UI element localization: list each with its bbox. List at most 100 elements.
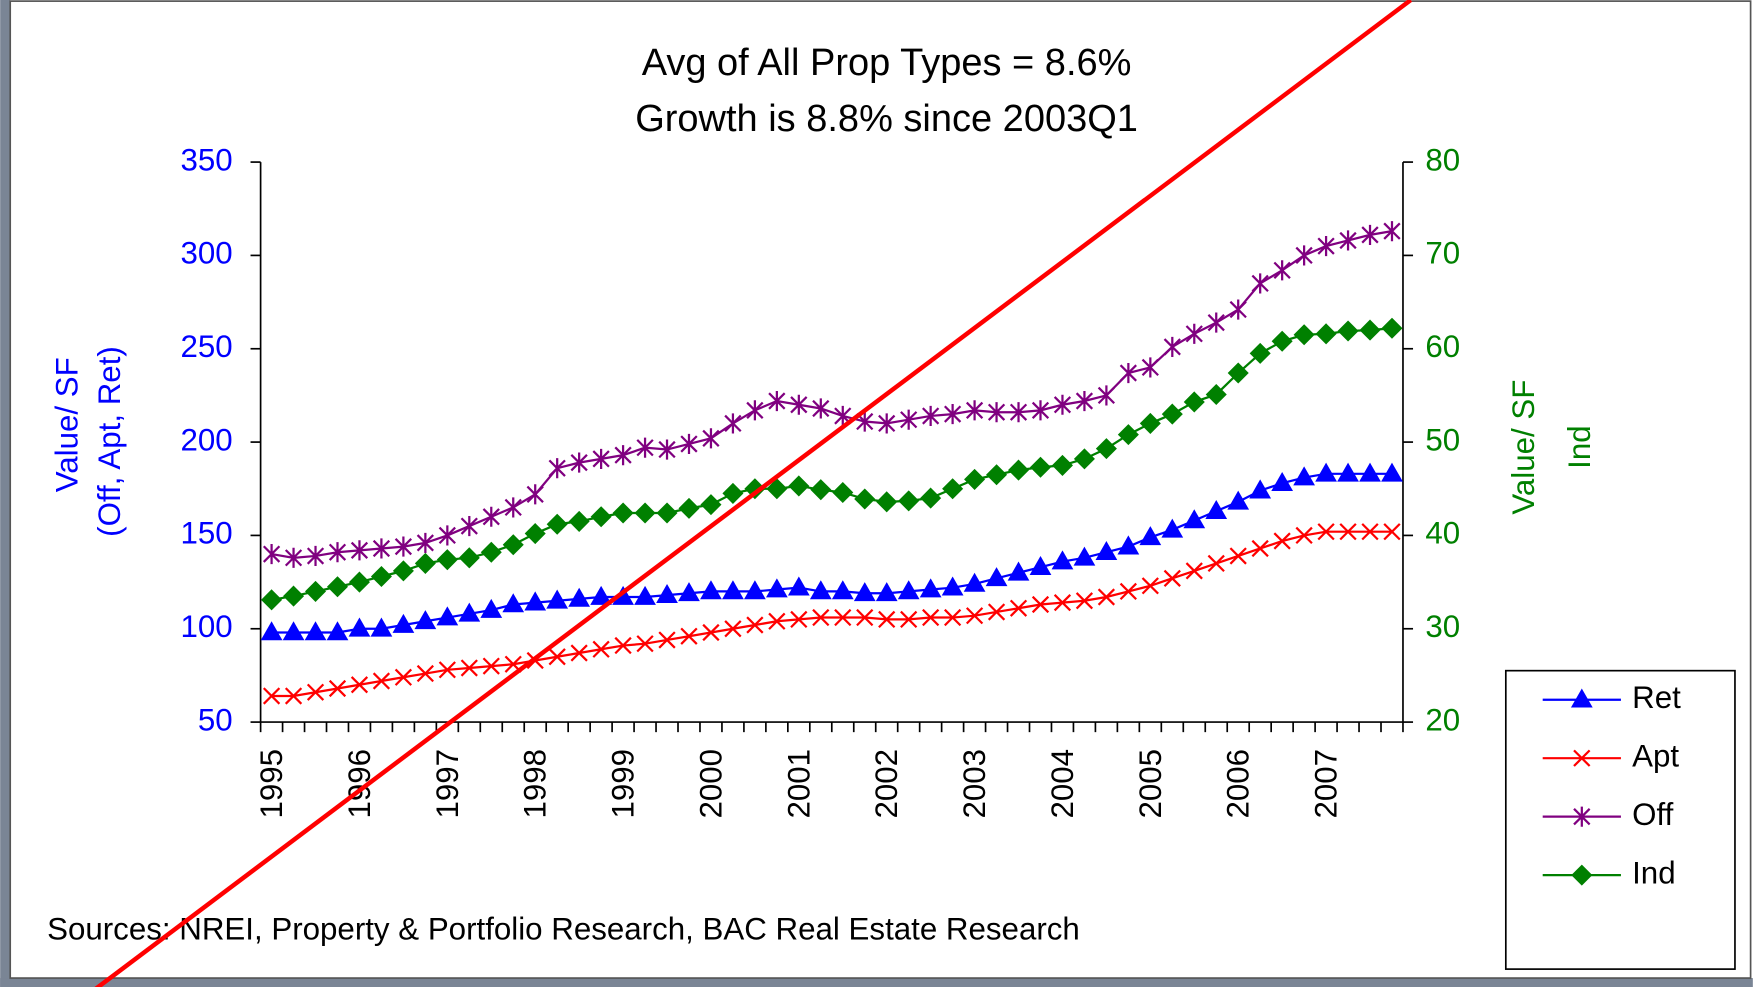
marker bbox=[1251, 539, 1269, 558]
marker bbox=[568, 587, 591, 607]
plot: 50 100 150 200 250 300 350 20 30 40 50 60 70 80 1995 19… bbox=[180, 142, 1681, 890]
marker bbox=[875, 582, 898, 602]
marker bbox=[1205, 499, 1228, 519]
marker bbox=[965, 607, 984, 625]
marker bbox=[1205, 383, 1227, 406]
legend-label: Off bbox=[1632, 797, 1673, 832]
marker bbox=[1207, 312, 1225, 333]
marker bbox=[1383, 221, 1401, 242]
marker bbox=[944, 608, 962, 627]
x-tick-label: 2002 bbox=[869, 749, 904, 819]
y2-tick-label: 50 bbox=[1425, 422, 1460, 457]
marker bbox=[985, 567, 1008, 587]
marker bbox=[1337, 462, 1359, 482]
marker bbox=[590, 585, 612, 605]
x-tick-label: 2000 bbox=[693, 749, 728, 819]
marker bbox=[262, 544, 281, 565]
marker bbox=[1571, 864, 1593, 886]
marker bbox=[526, 484, 544, 505]
marker bbox=[482, 657, 500, 675]
marker bbox=[328, 679, 347, 698]
marker bbox=[987, 603, 1006, 621]
marker bbox=[920, 487, 942, 509]
marker bbox=[370, 565, 392, 588]
y2-axis-label: Ind bbox=[1562, 425, 1597, 468]
marker bbox=[1271, 330, 1293, 352]
marker bbox=[570, 644, 588, 662]
marker bbox=[1139, 412, 1161, 434]
x-tick-label: 2006 bbox=[1221, 749, 1256, 819]
marker bbox=[1295, 245, 1313, 266]
marker bbox=[1383, 523, 1401, 541]
marker bbox=[392, 613, 415, 633]
y2-tick-label: 60 bbox=[1425, 329, 1460, 364]
marker bbox=[305, 580, 327, 602]
marker bbox=[765, 578, 788, 598]
y-tick-label: 50 bbox=[198, 702, 233, 737]
x-tick-label: 2004 bbox=[1045, 749, 1080, 819]
marker bbox=[416, 532, 434, 553]
marker bbox=[922, 608, 940, 627]
legend-label: Ret bbox=[1632, 680, 1681, 715]
marker bbox=[656, 583, 678, 603]
marker bbox=[1007, 459, 1030, 481]
marker bbox=[656, 502, 678, 524]
marker bbox=[438, 525, 456, 546]
marker bbox=[1009, 599, 1028, 617]
marker bbox=[394, 536, 413, 557]
marker bbox=[260, 621, 283, 641]
marker bbox=[680, 627, 698, 645]
marker bbox=[1293, 324, 1315, 346]
marker bbox=[636, 437, 654, 458]
marker bbox=[283, 585, 305, 607]
marker bbox=[1053, 394, 1072, 415]
marker bbox=[678, 497, 700, 519]
marker bbox=[1073, 448, 1095, 470]
annotation-line bbox=[94, 0, 1413, 987]
marker bbox=[1573, 749, 1591, 767]
marker bbox=[1570, 688, 1593, 708]
marker bbox=[944, 404, 962, 425]
marker bbox=[284, 687, 303, 705]
marker bbox=[810, 479, 832, 501]
y2-tick-label: 40 bbox=[1425, 516, 1460, 551]
marker bbox=[1009, 402, 1028, 423]
marker bbox=[986, 464, 1008, 486]
marker bbox=[634, 585, 656, 605]
source-note: Sources: NREI, Property & Portfolio Rese… bbox=[47, 911, 1080, 946]
marker bbox=[744, 478, 766, 500]
marker bbox=[1097, 588, 1116, 606]
marker bbox=[898, 490, 920, 512]
marker bbox=[438, 661, 456, 679]
marker bbox=[812, 608, 830, 627]
y2-axis-label: Value/ SF bbox=[1506, 380, 1541, 515]
marker bbox=[504, 497, 522, 518]
marker bbox=[1361, 523, 1379, 541]
marker bbox=[1337, 320, 1359, 342]
marker bbox=[1315, 462, 1337, 482]
marker bbox=[919, 578, 942, 598]
marker bbox=[1029, 555, 1052, 575]
marker bbox=[900, 409, 918, 430]
marker bbox=[678, 582, 700, 602]
marker bbox=[1273, 532, 1291, 550]
marker bbox=[482, 506, 500, 527]
y-axis-label: (Off, Apt, Ret) bbox=[92, 346, 127, 537]
y2-tick-label: 30 bbox=[1425, 609, 1460, 644]
marker bbox=[1183, 391, 1205, 413]
marker bbox=[592, 448, 610, 469]
marker bbox=[1273, 260, 1291, 281]
marker bbox=[942, 478, 964, 500]
y-tick-label: 100 bbox=[180, 609, 232, 644]
marker bbox=[1031, 400, 1050, 421]
x-tick-label: 2001 bbox=[781, 749, 816, 819]
marker bbox=[1249, 342, 1271, 364]
marker bbox=[1161, 518, 1184, 538]
marker bbox=[965, 400, 984, 421]
marker bbox=[1339, 523, 1357, 541]
series-line bbox=[271, 530, 1392, 698]
marker bbox=[546, 513, 568, 535]
marker bbox=[941, 576, 964, 596]
